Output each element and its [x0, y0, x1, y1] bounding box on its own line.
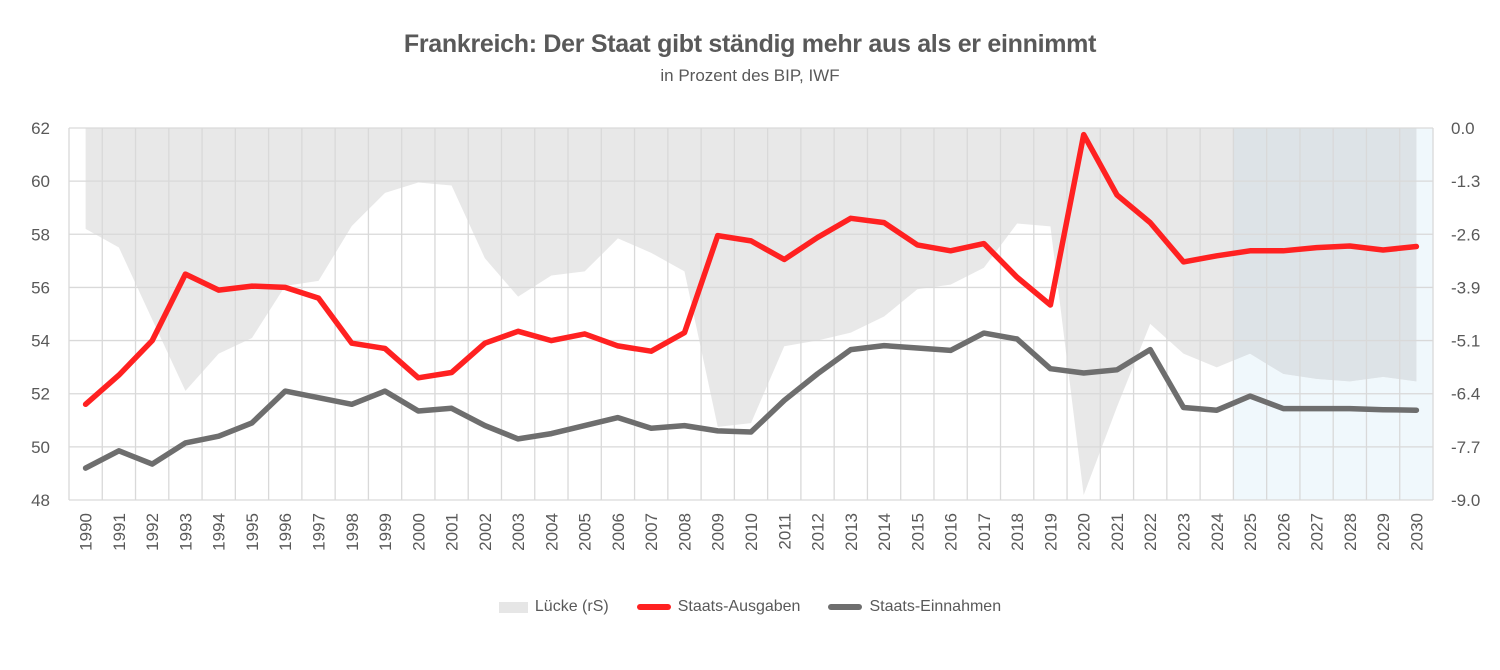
- x-tick-label: 1992: [143, 513, 162, 551]
- y-tick-label-left: 60: [31, 172, 50, 191]
- x-tick-label: 1991: [110, 513, 129, 551]
- x-tick-label: 2026: [1274, 513, 1293, 551]
- x-tick-label: 2007: [642, 513, 661, 551]
- x-tick-label: 2020: [1075, 513, 1094, 551]
- legend-item-gap[interactable]: Lücke (rS): [498, 598, 609, 616]
- x-tick-label: 1999: [376, 513, 395, 551]
- x-tick-label: 2021: [1108, 513, 1127, 551]
- chart-subtitle: in Prozent des BIP, IWF: [660, 66, 840, 85]
- x-tick-label: 2010: [742, 513, 761, 551]
- x-tick-label: 2005: [576, 513, 595, 551]
- x-tick-label: 2012: [809, 513, 828, 551]
- y-axis-right: 0.0 -1.3 -2.6 -3.9 -5.1 -6.4 -7.7 -9.0: [1451, 119, 1480, 510]
- y-tick-label-right: -2.6: [1451, 225, 1480, 244]
- x-tick-label: 1995: [243, 513, 262, 551]
- gap-area-forecast: [1233, 128, 1417, 382]
- x-tick-label: 2016: [942, 513, 961, 551]
- y-tick-label-left: 56: [31, 278, 50, 297]
- x-tick-label: 2011: [775, 513, 794, 550]
- x-tick-label: 2028: [1341, 513, 1360, 551]
- y-tick-label-right: -7.7: [1451, 438, 1480, 457]
- gap-area: [85, 128, 1417, 496]
- y-axis-left: 62 60 58 56 54 52 50 48: [31, 119, 50, 510]
- x-tick-label: 2009: [709, 513, 728, 551]
- x-tick-label: 1997: [310, 513, 329, 551]
- x-tick-label: 2015: [908, 513, 927, 551]
- x-tick-label: 2018: [1008, 513, 1027, 551]
- x-tick-label: 2029: [1374, 513, 1393, 551]
- y-tick-label-left: 48: [31, 491, 50, 510]
- legend-item-expenditure[interactable]: Staats-Ausgaben: [636, 598, 801, 616]
- x-tick-label: 2013: [842, 513, 861, 551]
- y-tick-label-right: -6.4: [1451, 385, 1480, 404]
- x-tick-label: 1998: [343, 513, 362, 551]
- x-axis: 1990 1991 1992 1993 1994 1995 1996 1997 1998 1999…: [77, 513, 1427, 551]
- y-tick-label-left: 54: [31, 332, 50, 351]
- x-tick-label: 2008: [675, 513, 694, 551]
- y-tick-label-left: 62: [31, 119, 50, 138]
- y-tick-label-left: 58: [31, 225, 50, 244]
- legend-label-revenue: Staats-Einnahmen: [869, 598, 1002, 615]
- x-tick-label: 2006: [609, 513, 628, 551]
- y-tick-label-right: 0.0: [1451, 119, 1475, 138]
- x-tick-label: 2000: [409, 513, 428, 551]
- x-tick-label: 2024: [1208, 513, 1227, 551]
- x-tick-label: 2003: [509, 513, 528, 551]
- x-tick-label: 2027: [1308, 513, 1327, 551]
- x-tick-label: 1996: [276, 513, 295, 551]
- x-tick-label: 2014: [875, 513, 894, 551]
- line-revenue: [82, 330, 1420, 471]
- y-tick-label-left: 52: [31, 385, 50, 404]
- x-tick-label: 2022: [1141, 513, 1160, 551]
- legend-swatch-gap: [498, 601, 528, 613]
- legend-item-revenue[interactable]: Staats-Einnahmen: [828, 598, 1001, 616]
- x-tick-label: 2023: [1174, 513, 1193, 551]
- y-tick-label-right: -1.3: [1451, 172, 1480, 191]
- x-tick-label: 2002: [476, 513, 495, 551]
- x-tick-label: 2030: [1407, 513, 1426, 551]
- x-tick-label: 2017: [975, 513, 994, 551]
- legend-label-gap: Lücke (rS): [534, 598, 609, 615]
- line-layer: [82, 131, 1420, 471]
- x-tick-label: 1993: [176, 513, 195, 551]
- legend-swatch-revenue: [828, 604, 863, 610]
- x-tick-label: 2001: [443, 513, 462, 551]
- legend: Lücke (rS) Staats-Ausgaben Staats-Einnah…: [0, 598, 1500, 616]
- y-tick-label-right: -5.1: [1451, 332, 1480, 351]
- x-tick-label: 1994: [210, 513, 229, 551]
- y-tick-label-right: -3.9: [1451, 278, 1480, 297]
- y-tick-label-left: 50: [31, 438, 50, 457]
- line-expenditure: [82, 131, 1420, 408]
- legend-label-expenditure: Staats-Ausgaben: [677, 598, 801, 615]
- x-tick-label: 2025: [1241, 513, 1260, 551]
- x-tick-label: 1990: [77, 513, 96, 551]
- legend-swatch-expenditure: [636, 604, 671, 610]
- x-tick-label: 2019: [1041, 513, 1060, 551]
- y-tick-label-right: -9.0: [1451, 491, 1480, 510]
- grid-layer: [68, 127, 1434, 501]
- x-tick-label: 2004: [542, 513, 561, 551]
- chart-title: Frankreich: Der Staat gibt ständig mehr …: [403, 30, 1097, 58]
- gap-area-layer: [85, 128, 1417, 496]
